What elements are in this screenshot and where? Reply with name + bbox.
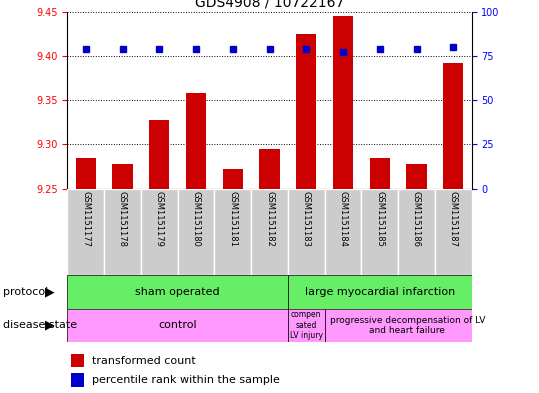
Bar: [223, 169, 243, 189]
Text: control: control: [158, 320, 197, 330]
Bar: [324, 189, 361, 275]
Text: percentile rank within the sample: percentile rank within the sample: [92, 375, 280, 386]
Text: sham operated: sham operated: [135, 287, 220, 297]
Text: compen
sated
LV injury: compen sated LV injury: [290, 310, 323, 340]
Bar: [178, 189, 215, 275]
Bar: [67, 309, 288, 342]
Bar: [215, 189, 251, 275]
Bar: [296, 34, 316, 189]
Text: GSM1151178: GSM1151178: [118, 191, 127, 247]
Text: GSM1151187: GSM1151187: [449, 191, 458, 247]
Bar: [435, 189, 472, 275]
Text: transformed count: transformed count: [92, 356, 195, 366]
Text: ▶: ▶: [45, 319, 54, 332]
Text: GSM1151182: GSM1151182: [265, 191, 274, 247]
Bar: [71, 354, 84, 367]
Bar: [406, 164, 426, 189]
Text: ▶: ▶: [45, 285, 54, 298]
Bar: [67, 275, 288, 309]
Bar: [288, 275, 472, 309]
Text: GSM1151186: GSM1151186: [412, 191, 421, 247]
Bar: [141, 189, 178, 275]
Bar: [288, 309, 324, 342]
Text: protocol: protocol: [3, 287, 48, 297]
Text: GSM1151185: GSM1151185: [375, 191, 384, 247]
Bar: [71, 373, 84, 387]
Bar: [259, 149, 280, 189]
Bar: [370, 158, 390, 189]
Bar: [398, 189, 435, 275]
Bar: [67, 189, 104, 275]
Text: progressive decompensation of LV
and heart failure: progressive decompensation of LV and hea…: [330, 316, 485, 335]
Text: disease state: disease state: [3, 320, 77, 330]
Bar: [443, 63, 464, 189]
Bar: [251, 189, 288, 275]
Text: GSM1151181: GSM1151181: [228, 191, 237, 247]
Bar: [186, 93, 206, 189]
Text: GSM1151180: GSM1151180: [191, 191, 201, 247]
Bar: [104, 189, 141, 275]
Text: GSM1151179: GSM1151179: [155, 191, 164, 247]
Text: large myocardial infarction: large myocardial infarction: [305, 287, 455, 297]
Bar: [333, 16, 353, 189]
Bar: [75, 158, 96, 189]
Text: GSM1151184: GSM1151184: [338, 191, 348, 247]
Bar: [113, 164, 133, 189]
Text: GSM1151177: GSM1151177: [81, 191, 90, 247]
Title: GDS4908 / 10722167: GDS4908 / 10722167: [195, 0, 344, 9]
Bar: [361, 189, 398, 275]
Bar: [149, 120, 169, 189]
Text: GSM1151183: GSM1151183: [302, 191, 311, 247]
Bar: [288, 189, 324, 275]
Bar: [324, 309, 472, 342]
